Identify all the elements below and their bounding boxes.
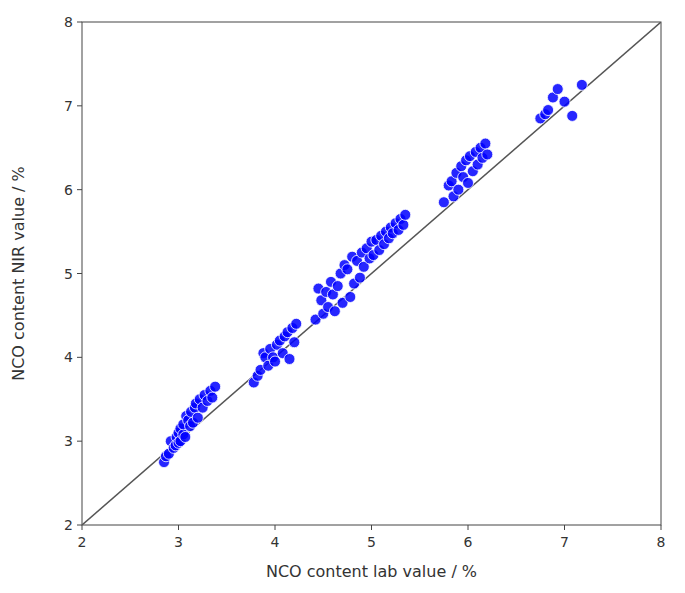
x-tick-label: 3 bbox=[174, 534, 183, 550]
point bbox=[354, 272, 365, 283]
point bbox=[438, 197, 449, 208]
y-tick-label: 6 bbox=[64, 182, 73, 198]
point bbox=[284, 354, 295, 365]
point bbox=[552, 84, 563, 95]
point bbox=[559, 96, 570, 107]
point bbox=[453, 184, 464, 195]
y-tick-label: 8 bbox=[64, 14, 73, 30]
point bbox=[207, 392, 218, 403]
y-axis: 2 3 4 5 6 7 8 bbox=[64, 14, 82, 533]
x-tick bbox=[82, 525, 83, 530]
point bbox=[192, 412, 203, 423]
point bbox=[345, 291, 356, 302]
x-axis: 2 3 4 5 6 7 8 bbox=[78, 525, 666, 550]
x-tick bbox=[371, 525, 372, 530]
y-tick bbox=[77, 357, 82, 358]
x-tick-label: 8 bbox=[657, 534, 666, 550]
point bbox=[180, 431, 191, 442]
plot-area bbox=[82, 22, 661, 525]
y-tick bbox=[77, 525, 82, 526]
x-tick-label: 5 bbox=[367, 534, 376, 550]
x-axis-label: NCO content lab value / % bbox=[266, 562, 477, 581]
point bbox=[463, 177, 474, 188]
y-tick-label: 4 bbox=[64, 349, 73, 365]
x-tick bbox=[275, 525, 276, 530]
point bbox=[400, 209, 411, 220]
y-tick bbox=[77, 441, 82, 442]
x-tick-label: 4 bbox=[271, 534, 280, 550]
y-axis-label: NCO content NIR value / % bbox=[9, 166, 28, 381]
point bbox=[329, 306, 340, 317]
point bbox=[270, 356, 281, 367]
point bbox=[398, 219, 409, 230]
x-tick-label: 6 bbox=[464, 534, 473, 550]
y-tick bbox=[77, 105, 82, 106]
x-tick bbox=[468, 525, 469, 530]
point bbox=[482, 149, 493, 160]
y-tick-label: 3 bbox=[64, 433, 73, 449]
point bbox=[332, 281, 343, 292]
chart: 2 3 4 5 6 7 8 2 3 4 5 6 7 8 NCO content lab value / % N… bbox=[0, 0, 685, 593]
point bbox=[543, 105, 554, 116]
x-tick-label: 2 bbox=[78, 534, 87, 550]
y-tick-label: 2 bbox=[64, 517, 73, 533]
point bbox=[289, 337, 300, 348]
reference-line bbox=[82, 22, 661, 525]
x-tick bbox=[564, 525, 565, 530]
point bbox=[342, 264, 353, 275]
point bbox=[291, 318, 302, 329]
point bbox=[567, 110, 578, 121]
y-tick bbox=[77, 22, 82, 23]
plot-frame bbox=[82, 22, 661, 525]
y-tick-label: 7 bbox=[64, 98, 73, 114]
y-tick bbox=[77, 189, 82, 190]
x-tick bbox=[178, 525, 179, 530]
y-tick bbox=[77, 273, 82, 274]
point bbox=[480, 138, 491, 149]
y-tick-label: 5 bbox=[64, 266, 73, 282]
x-tick-label: 7 bbox=[560, 534, 569, 550]
point bbox=[210, 381, 221, 392]
point bbox=[576, 79, 587, 90]
x-tick bbox=[661, 525, 662, 530]
